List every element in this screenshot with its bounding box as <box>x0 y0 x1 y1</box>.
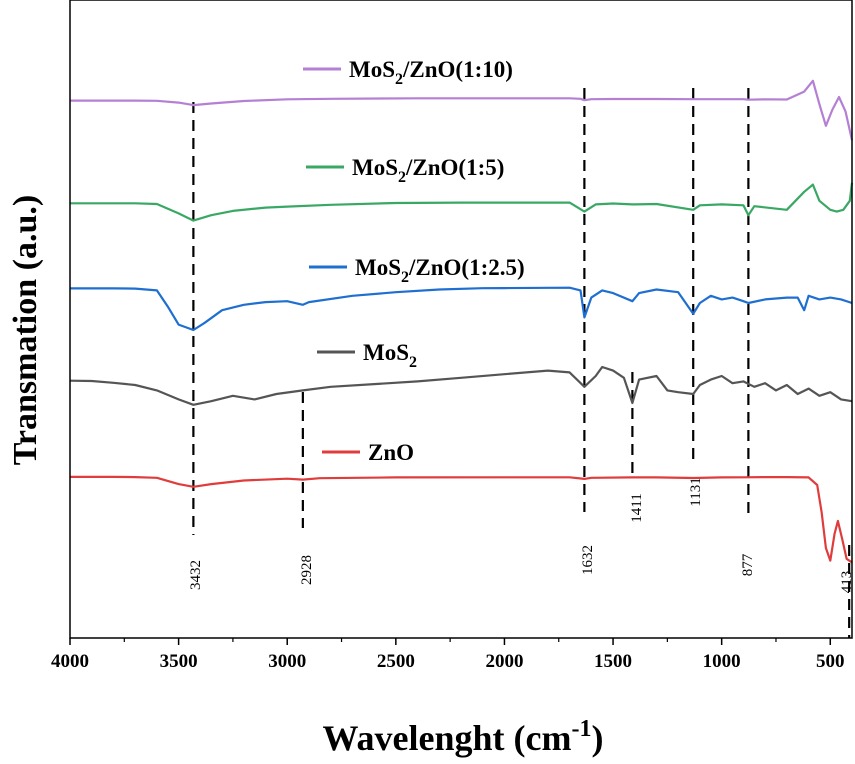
x-axis-title-superscript: -1 <box>571 716 591 742</box>
x-axis-title-main: Wavelenght (cm <box>323 718 572 758</box>
legend-label-mos2-zno-1-2-5: MoS2/ZnO(1:2.5) <box>355 255 525 286</box>
x-axis-title: Wavelenght (cm-1) <box>323 716 604 758</box>
peak-label-413: 413 <box>839 571 855 594</box>
series-line-mos2-zno-1-2-5 <box>70 286 853 332</box>
legend-label-mos2-zno-1-10: MoS2/ZnO(1:10) <box>349 57 513 88</box>
series-line-mos2-zno-1-10 <box>70 79 854 141</box>
y-axis-title: Transmation (a.u.) <box>7 195 44 465</box>
peak-label-1131: 1131 <box>688 477 704 506</box>
peak-label-1632: 1632 <box>580 545 596 575</box>
series-lines <box>69 79 854 564</box>
series-line-mos2-zno-1-5 <box>70 182 854 222</box>
legend-label-zno: ZnO <box>368 440 414 465</box>
x-axis-title-end: ) <box>591 718 603 758</box>
x-tick-label-2000: 2000 <box>485 651 523 672</box>
x-tick-label-2500: 2500 <box>377 651 415 672</box>
peak-label-2928: 2928 <box>299 555 315 585</box>
x-tick-label-3500: 3500 <box>160 651 198 672</box>
legend: MoS2/ZnO(1:10) MoS2/ZnO(1:5) MoS2/ZnO(1:2.… <box>303 57 525 465</box>
peak-label-3432: 3432 <box>188 560 204 590</box>
x-tick-label-500: 500 <box>816 651 845 672</box>
peak-label-877: 877 <box>740 553 756 576</box>
x-tick-label-4000: 4000 <box>51 651 89 672</box>
x-tick-label-3000: 3000 <box>268 651 306 672</box>
x-tick-label-1500: 1500 <box>594 651 632 672</box>
legend-label-mos2-zno-1-5: MoS2/ZnO(1:5) <box>352 155 504 186</box>
legend-label-mos2: MoS2 <box>363 340 417 371</box>
x-axis-ticks: 4000 3500 3000 2500 2000 1500 1000 500 <box>51 638 845 672</box>
peak-label-1411: 1411 <box>629 493 645 522</box>
series-line-mos2 <box>69 365 853 406</box>
peak-markers: 3432 2928 1632 1411 1131 877 413 <box>188 88 855 638</box>
series-line-zno <box>70 475 853 564</box>
x-tick-label-1000: 1000 <box>703 651 741 672</box>
plot-frame <box>69 0 853 639</box>
